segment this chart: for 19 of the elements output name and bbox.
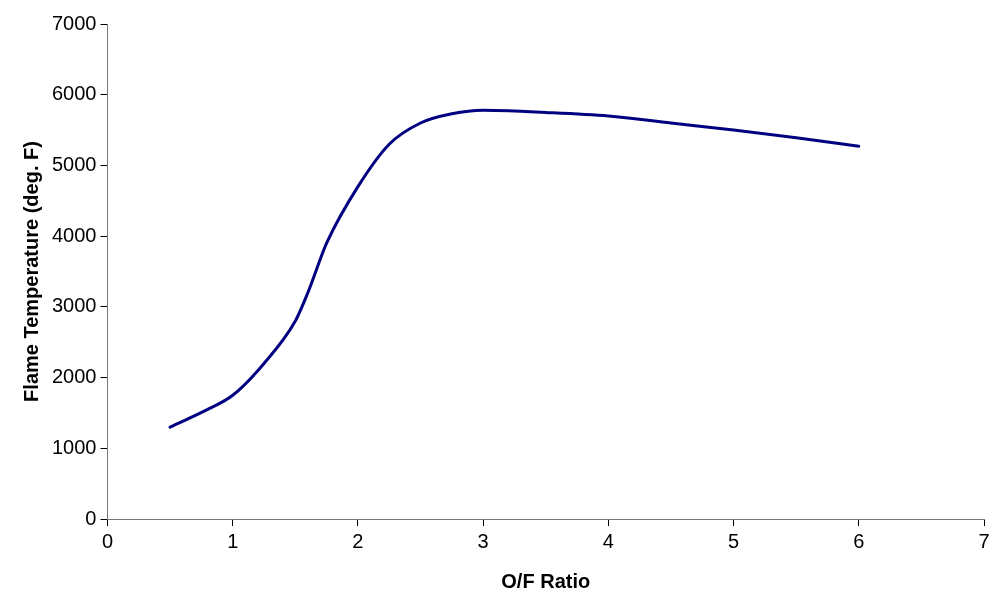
x-tick-label: 7 — [978, 529, 990, 552]
x-tick-label: 2 — [352, 529, 364, 552]
y-tick-label: 6000 — [51, 82, 97, 105]
y-tick-label: 7000 — [51, 11, 97, 34]
x-tick-label: 4 — [602, 529, 614, 552]
x-tick-label: 0 — [101, 529, 114, 552]
y-tick-label: 3000 — [51, 294, 97, 317]
y-tick-label: 4000 — [51, 223, 97, 246]
x-tick-label: 5 — [728, 529, 740, 552]
y-axis-title: Flame Temperature (deg. F) — [19, 141, 42, 402]
y-tick-label: 5000 — [51, 152, 97, 175]
y-tick-label: 0 — [85, 506, 97, 529]
line-series — [168, 108, 861, 429]
x-axis-title: O/F Ratio — [501, 569, 591, 592]
x-tick-label: 1 — [227, 529, 239, 552]
x-tick-label: 3 — [477, 529, 489, 552]
x-tick-label: 6 — [853, 529, 865, 552]
y-tick-label: 1000 — [51, 435, 97, 458]
y-tick-label: 2000 — [51, 365, 97, 388]
